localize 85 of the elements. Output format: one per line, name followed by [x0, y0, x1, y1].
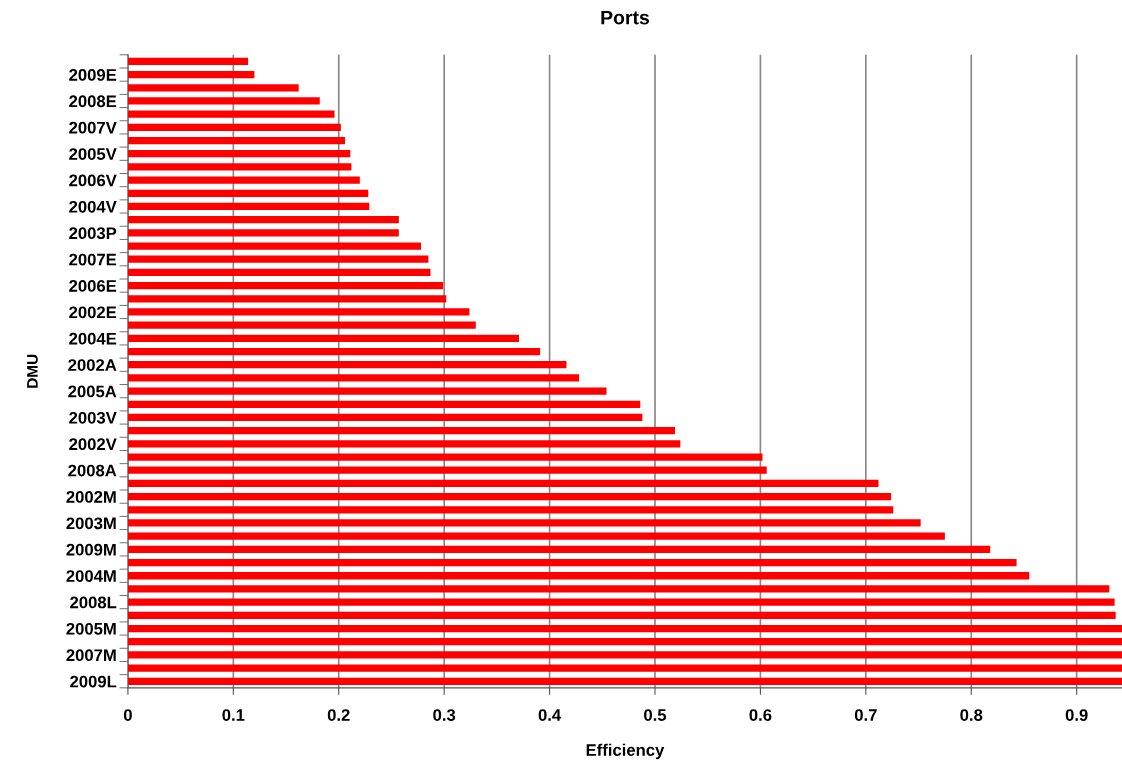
bar	[127, 651, 1122, 659]
bar	[127, 255, 429, 263]
bar	[127, 492, 892, 501]
bar	[127, 374, 580, 382]
bar	[127, 545, 991, 553]
bar	[127, 361, 567, 369]
bar	[127, 453, 763, 461]
bar	[127, 308, 470, 316]
bar	[127, 611, 1116, 619]
y-tick-label: 2002V	[69, 438, 117, 451]
bar	[127, 163, 352, 171]
bar	[127, 136, 346, 145]
chart-title: Ports	[601, 10, 650, 25]
bar	[127, 97, 320, 105]
y-tick-label: 2008L	[70, 596, 117, 609]
y-tick-label: 2002M	[66, 491, 116, 503]
bar	[127, 400, 641, 408]
bar	[127, 664, 1122, 672]
x-tick-label: 0.4	[538, 709, 562, 721]
y-tick-label: 2007E	[69, 253, 117, 266]
bar	[127, 479, 879, 488]
x-tick-label: 0.1	[222, 709, 245, 721]
y-tick-label: 2009L	[70, 675, 117, 688]
x-tick-label: 0	[123, 709, 132, 721]
bar	[127, 334, 520, 342]
bar	[127, 387, 607, 395]
bar	[127, 598, 1115, 606]
y-tick-label: 2002E	[69, 306, 117, 319]
y-tick-label: 2005A	[68, 385, 117, 398]
bar	[127, 176, 360, 184]
bar	[127, 506, 894, 514]
y-tick-label: 2003P	[69, 227, 117, 240]
bar	[127, 150, 351, 158]
y-tick-label: 2005M	[66, 622, 116, 635]
bar	[127, 216, 399, 224]
y-tick-label: 2002A	[68, 359, 117, 371]
bar	[127, 268, 431, 277]
x-tick-label: 0.9	[1065, 709, 1088, 721]
bar	[127, 585, 1110, 593]
bar	[127, 70, 255, 79]
bar	[127, 466, 767, 474]
y-tick-label: 2006V	[69, 174, 117, 187]
bar	[127, 519, 921, 527]
y-tick-label: 2005V	[69, 148, 117, 160]
y-tick-label: 2007V	[69, 121, 117, 134]
x-axis-title: Efficiency	[586, 743, 665, 760]
bar	[127, 123, 341, 131]
y-axis-title: DMU	[27, 354, 38, 388]
y-tick-label: 2008A	[68, 464, 117, 477]
bar	[127, 532, 945, 540]
y-tick-label: 2003M	[66, 517, 116, 530]
y-tick-label: 2009M	[66, 543, 116, 556]
y-tick-label: 2004V	[69, 200, 117, 213]
bar	[127, 427, 676, 435]
y-tick-label: 2006E	[69, 280, 117, 292]
bar	[127, 202, 370, 211]
y-tick-label: 2009E	[69, 69, 117, 81]
bar	[127, 189, 369, 197]
y-tick-label: 2004E	[69, 332, 117, 345]
y-tick-label: 2004M	[66, 570, 116, 582]
bar	[127, 572, 1030, 580]
bar	[127, 413, 643, 422]
bar	[127, 558, 1017, 567]
bar	[127, 57, 249, 66]
x-tick-label: 0.5	[644, 709, 667, 721]
y-tick-label: 2008E	[69, 95, 117, 108]
bar	[127, 440, 681, 448]
bar	[127, 347, 541, 356]
x-tick-label: 0.8	[960, 709, 983, 721]
y-tick-label: 2003V	[69, 411, 117, 424]
bar	[127, 677, 1122, 685]
bar	[127, 638, 1122, 646]
bar	[127, 295, 447, 303]
bar	[127, 242, 421, 250]
x-tick-label: 0.3	[433, 709, 456, 721]
bar	[127, 84, 299, 92]
bar	[127, 229, 399, 237]
bar	[127, 110, 335, 118]
bar	[127, 281, 444, 290]
x-tick-label: 0.6	[749, 709, 772, 721]
x-tick-label: 0.2	[327, 709, 350, 721]
y-tick-label: 2007M	[66, 649, 116, 662]
x-tick-label: 0.7	[854, 709, 877, 721]
bar	[127, 321, 476, 329]
bar	[127, 624, 1122, 633]
